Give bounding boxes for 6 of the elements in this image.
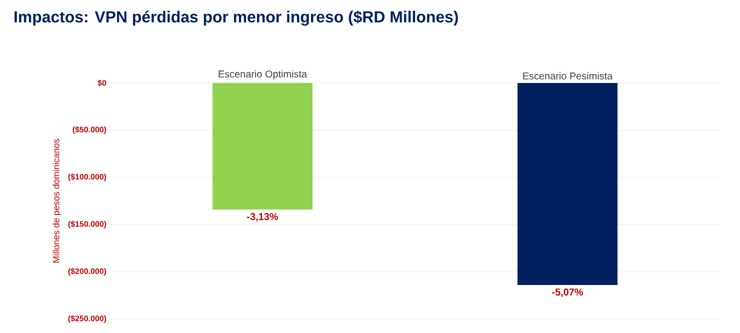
annotation: -3,13% [247,213,278,222]
y-axis-title: Millones de pesos dominicanos [52,139,62,263]
chart-title: Impactos: VPN pérdidas por menor ingreso ($RD Millones) [14,10,458,26]
x-tick-label: Escenario Pesimista [523,72,613,80]
annotation: -5,07% [552,288,584,298]
x-tick-label: Escenario Optimista [218,70,308,80]
